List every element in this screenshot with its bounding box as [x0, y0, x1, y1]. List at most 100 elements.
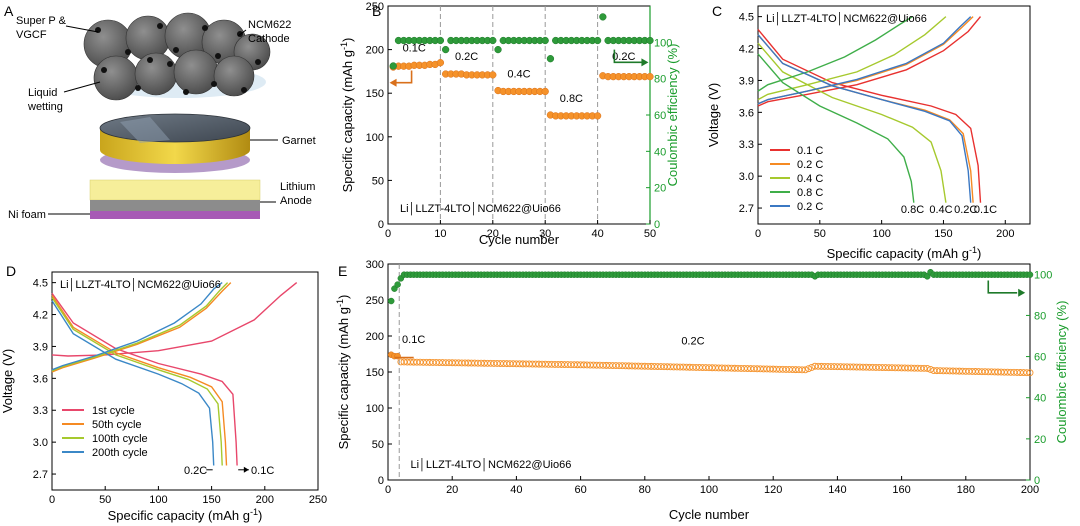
capacity-point	[436, 59, 445, 67]
discharge-curve	[51, 297, 223, 466]
efficiency-point	[546, 55, 555, 63]
y-tick-label: 2.7	[739, 203, 754, 215]
y-tick-label: 3.9	[33, 341, 48, 353]
discharge-curve	[757, 28, 982, 203]
label-conductive: Super P &	[16, 15, 67, 27]
y2-tick-label: 60	[1034, 352, 1046, 364]
charge-curve	[51, 282, 229, 372]
y-axis-label: Voltage (V)	[706, 83, 721, 147]
x-tick-label: 40	[510, 484, 522, 496]
efficiency-point	[394, 281, 401, 288]
y2-axis-label: Coulombic efficiency (%)	[665, 44, 680, 187]
efficiency-point	[436, 36, 445, 45]
y2-tick-label: 0	[1034, 475, 1040, 487]
discharge-curve	[51, 295, 228, 466]
lithium-anode-stack	[89, 179, 261, 219]
capacity-point	[541, 87, 549, 96]
rate-label: 0.8C	[560, 93, 583, 105]
x-tick-label: 0	[385, 484, 391, 496]
y2-tick-label: 40	[654, 146, 666, 158]
end-capacity-label: 0.2C	[954, 204, 977, 216]
panel-letter: D	[6, 263, 16, 279]
legend-label: 0.2 C	[797, 201, 823, 213]
y2-tick-label: 20	[1034, 434, 1046, 446]
x-tick-label: 20	[487, 228, 499, 240]
x-tick-label: 200	[256, 494, 274, 506]
x-tick-label: 100	[149, 494, 167, 506]
charge-curve	[51, 282, 223, 371]
x-axis-label: Cycle number	[479, 232, 560, 247]
charge-curve	[757, 16, 972, 105]
x-tick-label: 180	[957, 484, 975, 496]
capacity-point	[1023, 369, 1031, 377]
panel-c-chart: C 0 50 100 150 200 2.7 3.0 3.3 3.6 3.9 4.2 4.5 Specif…	[706, 3, 1031, 261]
x-tick-label: 40	[591, 228, 603, 240]
y-tick-label: 3.3	[33, 405, 48, 417]
x-tick-label: 80	[639, 484, 651, 496]
label-conductive-2: VGCF	[16, 29, 47, 41]
plot-frame	[757, 5, 1031, 225]
y-tick-label: 4.5	[739, 12, 754, 24]
discharge-curve	[51, 300, 215, 466]
y-tick-label: 4.2	[739, 44, 754, 56]
discharge-curve	[51, 292, 238, 466]
legend-label: 200th cycle	[92, 447, 148, 459]
y-tick-label: 4.2	[33, 310, 48, 322]
x-tick-label: 200	[996, 228, 1014, 240]
x-tick-label: 100	[872, 228, 890, 240]
y-tick-label: 200	[366, 331, 384, 343]
x-tick-label: 10	[434, 228, 446, 240]
discharge-curve	[757, 42, 947, 203]
x-tick-label: 50	[814, 228, 826, 240]
y-tick-label: 2.7	[33, 469, 48, 481]
label-wetting: Liquid	[28, 87, 57, 99]
plot-frame	[51, 271, 319, 491]
efficiency-point	[1026, 271, 1034, 278]
legend-label: 100th cycle	[92, 433, 148, 445]
panel-d-chart: D 0 50 100 150 200 250 2.7 3.0 3.3 3.6 3.9 4.2 4.5 Spe…	[0, 263, 327, 523]
y-tick-label: 3.9	[739, 75, 754, 87]
x-tick-label: 0	[49, 494, 55, 506]
y2-tick-label: 100	[654, 37, 672, 49]
efficiency-point	[646, 36, 654, 45]
y2-tick-label: 100	[1034, 269, 1052, 281]
efficiency-point	[387, 297, 395, 305]
y-tick-label: 250	[366, 1, 384, 13]
y-tick-label: 3.6	[739, 107, 754, 119]
capacity-point	[927, 366, 934, 373]
y2-axis-label: Coulombic efficiency (%)	[1054, 301, 1069, 444]
efficiency-point	[599, 13, 607, 21]
y-tick-label: 50	[372, 175, 384, 187]
y-tick-label: 3.3	[739, 139, 754, 151]
end-capacity-label: 0.8C	[901, 204, 924, 216]
rate-label: 0.2C	[681, 336, 704, 348]
y-tick-label: 4.5	[33, 278, 48, 290]
rate-label: 0.4C	[507, 69, 530, 81]
capacity-arrow-head	[389, 78, 397, 87]
y2-tick-label: 80	[1034, 310, 1046, 322]
y-axis-label: Specific capacity (mAh g-1)	[335, 295, 351, 450]
label-garnet: Garnet	[282, 135, 316, 147]
label-foam: Ni foam	[8, 209, 46, 221]
y-axis-label: Specific capacity (mAh g-1)	[339, 38, 355, 193]
legend-label: 0.4 C	[797, 173, 823, 185]
discharge-curve	[757, 34, 974, 203]
x-tick-label: 60	[574, 484, 586, 496]
x-tick-label: 0	[755, 228, 761, 240]
x-tick-label: 20	[446, 484, 458, 496]
x-tick-label: 150	[202, 494, 220, 506]
y-tick-label: 3.0	[739, 171, 754, 183]
y-tick-label: 0	[378, 475, 384, 487]
y2-tick-label: 40	[1034, 393, 1046, 405]
garnet-disk	[99, 113, 251, 173]
legend-label: 50th cycle	[92, 419, 142, 431]
rate-label: 0.2C	[455, 51, 478, 63]
y-tick-label: 300	[366, 259, 384, 271]
cell-label: Li│LLZT-4LTO│NCM622@Uio66	[766, 11, 927, 26]
panel-a-leaders	[48, 25, 278, 215]
x-axis-label: Specific capacity (mAh g-1)	[108, 507, 263, 523]
y-tick-label: 3.6	[33, 373, 48, 385]
charge-curve	[51, 282, 298, 357]
capacity-point	[593, 112, 602, 120]
